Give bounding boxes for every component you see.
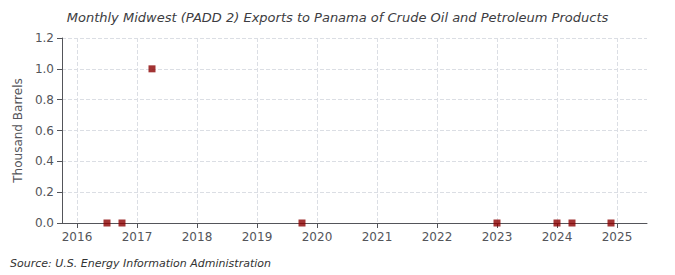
- svg-text:2022: 2022: [422, 230, 453, 244]
- svg-text:2025: 2025: [602, 230, 633, 244]
- svg-text:1.2: 1.2: [35, 31, 54, 45]
- svg-text:Monthly Midwest (PADD 2) Expor: Monthly Midwest (PADD 2) Exports to Pana…: [67, 10, 609, 25]
- svg-text:2024: 2024: [542, 230, 573, 244]
- svg-text:1.0: 1.0: [35, 62, 54, 76]
- svg-text:2018: 2018: [182, 230, 213, 244]
- svg-text:0.4: 0.4: [35, 154, 54, 168]
- svg-text:0.2: 0.2: [35, 185, 54, 199]
- svg-text:2020: 2020: [302, 230, 333, 244]
- svg-text:2023: 2023: [482, 230, 513, 244]
- svg-text:0.8: 0.8: [35, 93, 54, 107]
- svg-text:2017: 2017: [122, 230, 153, 244]
- svg-text:Source: U.S. Energy Informatio: Source: U.S. Energy Information Administ…: [10, 257, 271, 270]
- svg-text:0.6: 0.6: [35, 124, 54, 138]
- svg-text:2016: 2016: [62, 230, 93, 244]
- svg-text:2019: 2019: [242, 230, 273, 244]
- svg-text:Thousand Barrels: Thousand Barrels: [11, 78, 25, 183]
- svg-text:0.0: 0.0: [35, 216, 54, 230]
- svg-text:2021: 2021: [362, 230, 393, 244]
